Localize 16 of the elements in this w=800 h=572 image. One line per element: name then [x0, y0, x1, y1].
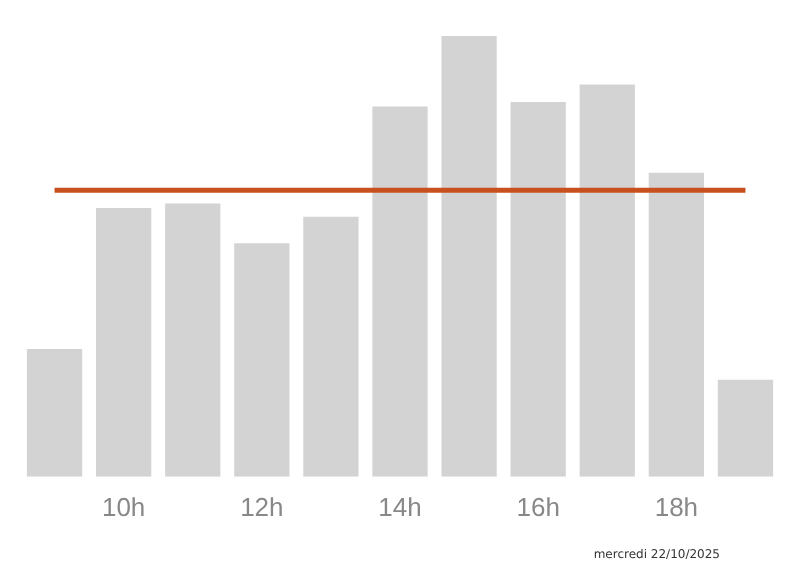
x-tick-label: 16h	[516, 491, 560, 522]
x-tick-label: 12h	[240, 491, 284, 522]
bar	[579, 84, 635, 477]
bar	[648, 172, 704, 477]
bar	[372, 106, 428, 477]
bar	[717, 379, 774, 477]
bar	[234, 243, 290, 477]
bar	[96, 207, 152, 477]
x-tick-label: 10h	[101, 491, 146, 522]
bar	[303, 216, 359, 477]
x-tick-label: 18h	[654, 491, 699, 522]
bar	[441, 36, 497, 477]
bar	[165, 203, 221, 477]
bar	[510, 102, 566, 477]
x-tick-label: 14h	[378, 491, 422, 522]
bar	[26, 348, 83, 477]
